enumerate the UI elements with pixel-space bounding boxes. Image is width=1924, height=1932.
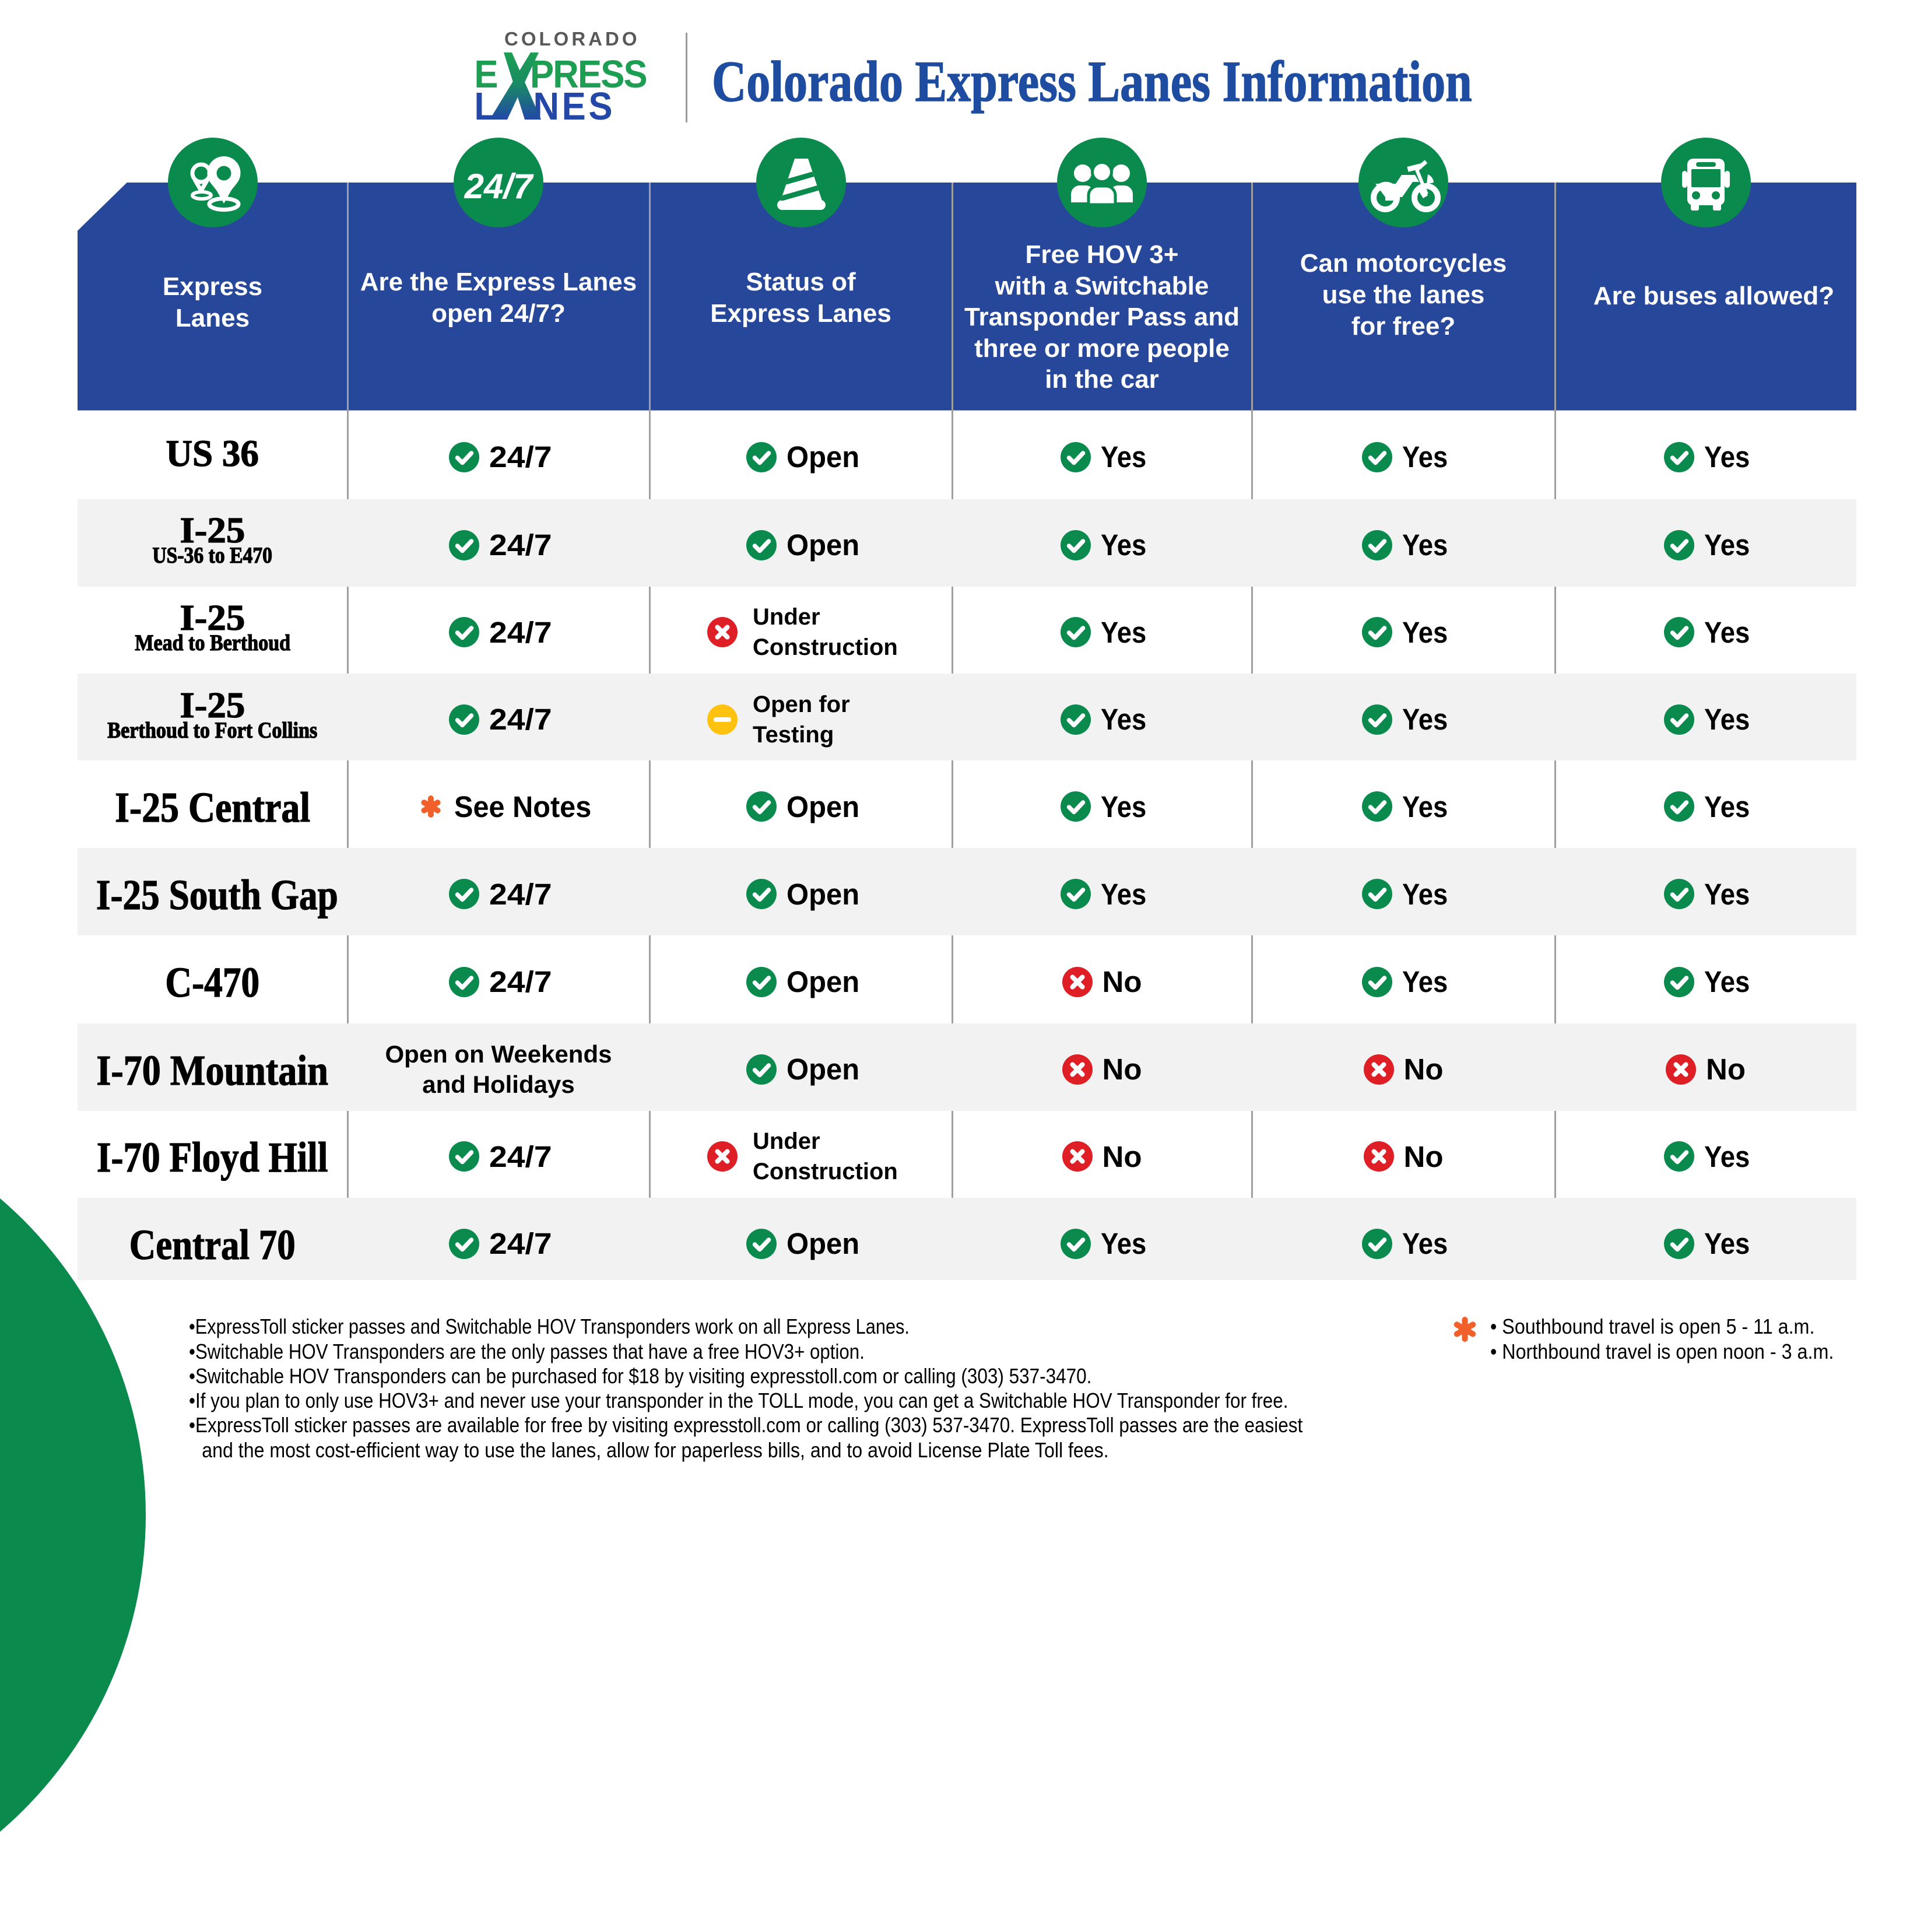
svg-text:NES: NES — [533, 85, 616, 124]
svg-text:PRESS: PRESS — [530, 52, 647, 96]
svg-text:E: E — [474, 52, 498, 96]
svg-text:L: L — [474, 85, 497, 124]
